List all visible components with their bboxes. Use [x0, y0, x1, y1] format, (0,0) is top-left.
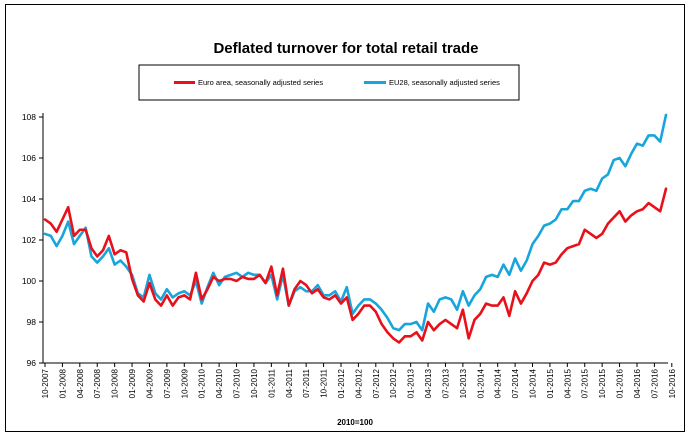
series-line-euro-area [43, 187, 668, 344]
x-tick-label: 01-2015 [546, 368, 555, 398]
x-tick-label: 10-2007 [41, 368, 50, 398]
x-tick-label: 10-2011 [320, 368, 329, 397]
x-tick-label: 10-2016 [668, 368, 677, 398]
x-tick-label: 10-2015 [598, 368, 607, 398]
x-tick-label: 04-2011 [285, 368, 294, 397]
x-tick-label: 07-2014 [511, 368, 520, 398]
x-tick-label: 04-2014 [494, 368, 503, 398]
legend-label-eu28: EU28, seasonally adjusted series [389, 78, 500, 87]
legend-label-euro-area: Euro area, seasonally adjusted series [198, 78, 323, 87]
x-tick-label: 10-2009 [180, 368, 189, 398]
x-tick-label: 01-2012 [337, 368, 346, 398]
series-line-eu28 [43, 113, 668, 332]
x-tick-label: 01-2011 [267, 368, 276, 397]
x-tick-label: 10-2008 [111, 368, 120, 398]
x-tick-label: 04-2009 [145, 368, 154, 398]
y-tick-label: 96 [27, 358, 37, 368]
y-tick-label: 98 [27, 317, 37, 327]
x-tick-label: 04-2008 [76, 368, 85, 398]
x-tick-label: 01-2009 [128, 368, 137, 398]
x-tick-label: 07-2009 [163, 368, 172, 398]
x-tick-label: 01-2010 [198, 368, 207, 398]
x-tick-label: 07-2013 [441, 368, 450, 398]
x-tick-label: 10-2014 [529, 368, 538, 398]
x-tick-label: 07-2012 [372, 368, 381, 398]
chart-title: Deflated turnover for total retail trade [213, 40, 478, 57]
x-axis-label: 2010=100 [337, 418, 373, 427]
chart-frame: Deflated turnover for total retail trade… [5, 4, 685, 432]
x-tick-label: 07-2015 [581, 368, 590, 398]
x-tick-label: 01-2014 [476, 368, 485, 398]
y-tick-label: 102 [22, 235, 36, 245]
x-tick-label: 07-2011 [302, 368, 311, 397]
series-lines [43, 113, 668, 344]
legend: Euro area, seasonally adjusted series EU… [138, 64, 520, 101]
x-tick-label: 01-2013 [407, 368, 416, 398]
y-tick-label: 106 [22, 153, 36, 163]
x-tick-label: 10-2010 [250, 368, 259, 398]
axes [39, 113, 673, 367]
x-tick-label: 04-2013 [424, 368, 433, 398]
chart: Deflated turnover for total retail trade… [22, 40, 677, 427]
x-tick-labels: 10-2007 01-2008 04-2008 07-2008 10-2008 01-20… [41, 368, 677, 398]
x-tick-label: 07-2016 [650, 368, 659, 398]
x-tick-label: 04-2010 [215, 368, 224, 398]
x-tick-label: 01-2008 [58, 368, 67, 398]
x-tick-label: 10-2013 [459, 368, 468, 398]
x-tick-label: 07-2008 [93, 368, 102, 398]
y-tick-label: 100 [22, 276, 36, 286]
x-tick-label: 01-2016 [616, 368, 625, 398]
x-tick-label: 04-2016 [633, 368, 642, 398]
x-tick-label: 10-2012 [389, 368, 398, 398]
x-tick-label: 07-2010 [233, 368, 242, 398]
x-tick-label: 04-2012 [354, 368, 363, 398]
y-tick-labels: 96 98 100 102 104 106 108 [22, 112, 36, 368]
legend-box [138, 64, 520, 101]
x-tick-label: 04-2015 [563, 368, 572, 398]
y-tick-label: 104 [22, 194, 36, 204]
y-tick-label: 108 [22, 112, 36, 122]
